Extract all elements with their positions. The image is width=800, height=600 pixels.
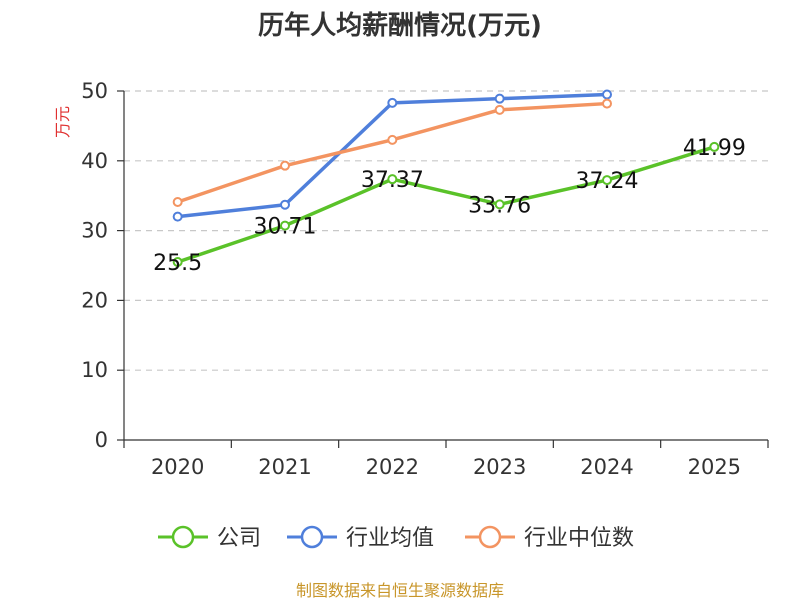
x-tick-label: 2025 xyxy=(688,455,741,479)
legend-label: 公司 xyxy=(217,526,261,551)
data-point xyxy=(172,211,183,222)
data-point xyxy=(709,141,720,152)
x-tick-label: 2023 xyxy=(473,455,526,479)
y-tick-label: 50 xyxy=(81,79,108,103)
data-label: 41.99 xyxy=(683,136,746,161)
data-point xyxy=(280,160,290,171)
data-point xyxy=(387,174,398,185)
data-labels: 25.5 30.71 37.37 33.76 37.24 41.99 xyxy=(153,136,746,276)
data-point xyxy=(494,199,505,210)
legend-item-1[interactable]: 行业均值 xyxy=(287,525,434,551)
y-tick-label: 30 xyxy=(81,219,108,243)
y-tick-label: 10 xyxy=(81,358,108,382)
data-point xyxy=(280,199,290,210)
legend-item-2[interactable]: 行业中位数 xyxy=(465,525,634,551)
legend-item-0[interactable]: 公司 xyxy=(158,525,261,551)
y-tick-label: 40 xyxy=(81,149,108,173)
axes: 0 10 20 30 40 50 2020 2021 2022 2023 2024 2025 xyxy=(81,79,769,479)
grid xyxy=(124,90,768,371)
legend-marker xyxy=(478,525,502,549)
data-label: 37.24 xyxy=(576,169,639,194)
legend-label: 行业中位数 xyxy=(524,526,634,551)
x-tick-label: 2021 xyxy=(258,455,311,479)
data-point xyxy=(602,98,612,109)
series-line-0 xyxy=(175,145,717,264)
source-note: 制图数据来自恒生聚源数据库 xyxy=(296,581,504,600)
data-point xyxy=(280,220,290,231)
legend[interactable]: 公司 行业均值 行业中位数 xyxy=(158,525,634,551)
series-layer xyxy=(172,89,720,268)
x-tick-label: 2024 xyxy=(580,455,633,479)
data-point xyxy=(172,257,183,268)
series-line-1 xyxy=(175,92,609,219)
y-axis-label: 万元 xyxy=(53,106,72,138)
data-point xyxy=(494,104,505,115)
data-label: 33.76 xyxy=(468,193,531,218)
data-point xyxy=(602,89,612,100)
y-tick-label: 0 xyxy=(95,428,108,452)
data-point xyxy=(387,134,398,145)
x-tick-label: 2022 xyxy=(366,455,419,479)
data-label: 30.71 xyxy=(254,215,317,240)
data-point xyxy=(602,175,612,186)
data-point xyxy=(494,93,505,104)
x-tick-label: 2020 xyxy=(151,455,204,479)
legend-marker xyxy=(300,525,324,549)
y-tick-label: 20 xyxy=(81,288,108,312)
chart-title: 历年人均薪酬情况(万元) xyxy=(258,10,542,41)
data-label: 25.5 xyxy=(153,251,202,276)
legend-marker xyxy=(171,525,195,549)
data-point xyxy=(172,196,183,207)
legend-label: 行业均值 xyxy=(346,526,434,551)
data-label: 37.37 xyxy=(361,168,424,193)
data-point xyxy=(387,97,398,108)
